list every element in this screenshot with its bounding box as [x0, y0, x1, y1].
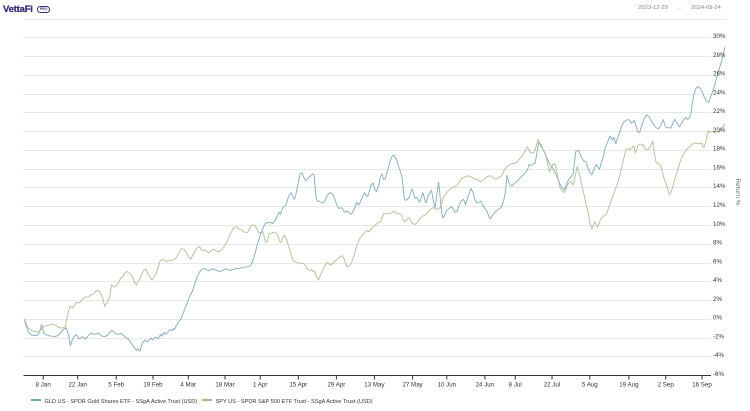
svg-text:26%: 26% [713, 71, 726, 78]
svg-text:8 Jan: 8 Jan [36, 382, 52, 389]
svg-text:-6%: -6% [713, 371, 725, 378]
svg-text:-2%: -2% [713, 333, 725, 340]
svg-text:15 Apr: 15 Apr [289, 382, 307, 389]
svg-text:16%: 16% [713, 165, 726, 172]
svg-text:30%: 30% [713, 33, 726, 40]
svg-text:1 Apr: 1 Apr [253, 382, 267, 389]
svg-text:22 Jul: 22 Jul [544, 382, 561, 389]
svg-text:5 Feb: 5 Feb [108, 382, 124, 389]
svg-text:19 Aug: 19 Aug [619, 382, 639, 389]
svg-text:2 Sep: 2 Sep [658, 382, 675, 389]
svg-text:8 Jul: 8 Jul [509, 382, 522, 389]
svg-text:22 Jan: 22 Jan [68, 382, 87, 389]
svg-text:24 Jun: 24 Jun [476, 382, 495, 389]
svg-text:14%: 14% [713, 183, 726, 190]
svg-text:19 Feb: 19 Feb [143, 382, 163, 389]
svg-text:22%: 22% [713, 108, 726, 115]
svg-text:0%: 0% [713, 315, 722, 322]
svg-text:18%: 18% [713, 146, 726, 153]
svg-text:13 May: 13 May [364, 382, 385, 389]
svg-text:-4%: -4% [713, 352, 725, 359]
svg-text:10%: 10% [713, 221, 726, 228]
svg-text:20%: 20% [713, 127, 726, 134]
svg-text:2%: 2% [713, 296, 722, 303]
svg-text:8%: 8% [713, 240, 722, 247]
svg-text:28%: 28% [713, 52, 726, 59]
svg-text:12%: 12% [713, 202, 726, 209]
svg-text:24%: 24% [713, 89, 726, 96]
svg-text:29 Apr: 29 Apr [327, 382, 345, 389]
svg-text:10 Jun: 10 Jun [438, 382, 457, 389]
svg-text:5 Aug: 5 Aug [582, 382, 598, 389]
svg-text:18 Mar: 18 Mar [215, 382, 234, 389]
svg-text:4 Mar: 4 Mar [180, 382, 196, 389]
svg-text:Return %: Return % [734, 178, 741, 205]
svg-text:4%: 4% [713, 277, 722, 284]
svg-text:6%: 6% [713, 258, 722, 265]
svg-text:27 May: 27 May [402, 382, 423, 389]
svg-text:16 Sep: 16 Sep [692, 382, 712, 389]
